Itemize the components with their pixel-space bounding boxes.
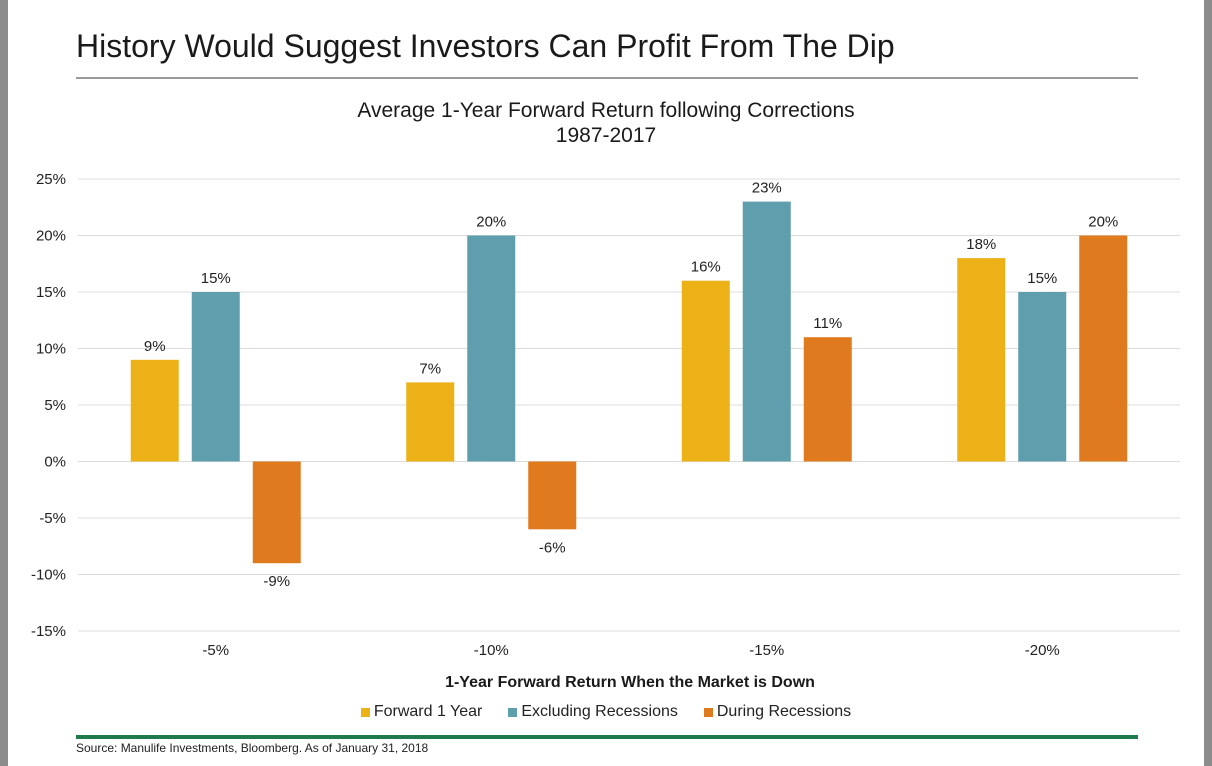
slide-title: History Would Suggest Investors Can Prof… (76, 28, 895, 64)
title-divider (76, 77, 1138, 79)
y-tick-label: -15% (31, 623, 66, 640)
bar (1018, 292, 1067, 462)
y-tick-label: 5% (44, 397, 66, 414)
bar (467, 235, 516, 462)
legend-label-forward-1-year: Forward 1 Year (373, 703, 483, 720)
bar-chart: Average 1-Year Forward Return following … (31, 99, 1180, 691)
bar (803, 337, 852, 462)
data-label: -9% (263, 573, 290, 590)
bar (130, 359, 179, 462)
y-tick-label: 10% (36, 341, 66, 358)
y-tick-label: 15% (36, 284, 66, 301)
y-tick-label: 20% (36, 228, 66, 245)
data-label: 15% (201, 270, 231, 287)
data-label: 11% (813, 315, 842, 332)
data-label: 20% (476, 214, 506, 231)
chart-legend: Forward 1 Year Excluding Recessions Duri… (0, 703, 1212, 721)
data-label: 23% (752, 180, 782, 197)
legend-label-during-recessions: During Recessions (716, 703, 852, 720)
right-frame-edge (1204, 0, 1212, 766)
left-frame-edge (0, 0, 8, 766)
data-label: 7% (419, 360, 441, 377)
bar (1079, 235, 1128, 462)
chart-subtitle: 1987-2017 (556, 124, 656, 147)
data-label: 20% (1088, 214, 1118, 231)
legend-swatch-during-recessions (703, 707, 713, 717)
data-label: 18% (966, 236, 996, 253)
bar (406, 382, 455, 462)
source-note: Source: Manulife Investments, Bloomberg.… (76, 741, 429, 755)
y-tick-label: -10% (31, 567, 66, 584)
x-tick-label: -20% (1025, 642, 1060, 659)
legend-label-excluding-recessions: Excluding Recessions (521, 703, 678, 720)
data-label: 16% (691, 259, 721, 276)
bar (957, 258, 1006, 462)
x-axis-title: 1-Year Forward Return When the Market is… (445, 674, 815, 691)
y-tick-label: 0% (44, 454, 66, 471)
bar (742, 201, 791, 462)
y-tick-label: 25% (36, 171, 66, 188)
bar (681, 280, 730, 462)
data-label: 15% (1027, 270, 1057, 287)
chart-title: Average 1-Year Forward Return following … (357, 99, 854, 122)
legend-swatch-excluding-recessions (508, 707, 518, 717)
x-tick-label: -15% (749, 642, 784, 659)
legend-item-excluding-recessions: Excluding Recessions (508, 703, 678, 721)
data-label: 9% (144, 338, 166, 355)
x-tick-label: -10% (474, 642, 509, 659)
bar (528, 461, 577, 530)
footer-divider (76, 735, 1138, 739)
bar (252, 461, 301, 564)
legend-item-during-recessions: During Recessions (703, 703, 852, 721)
bar (191, 292, 240, 462)
legend-item-forward-1-year: Forward 1 Year (360, 703, 483, 721)
x-tick-label: -5% (202, 642, 229, 659)
data-label: -6% (539, 539, 566, 556)
legend-swatch-forward-1-year (360, 707, 370, 717)
y-tick-label: -5% (39, 510, 66, 527)
